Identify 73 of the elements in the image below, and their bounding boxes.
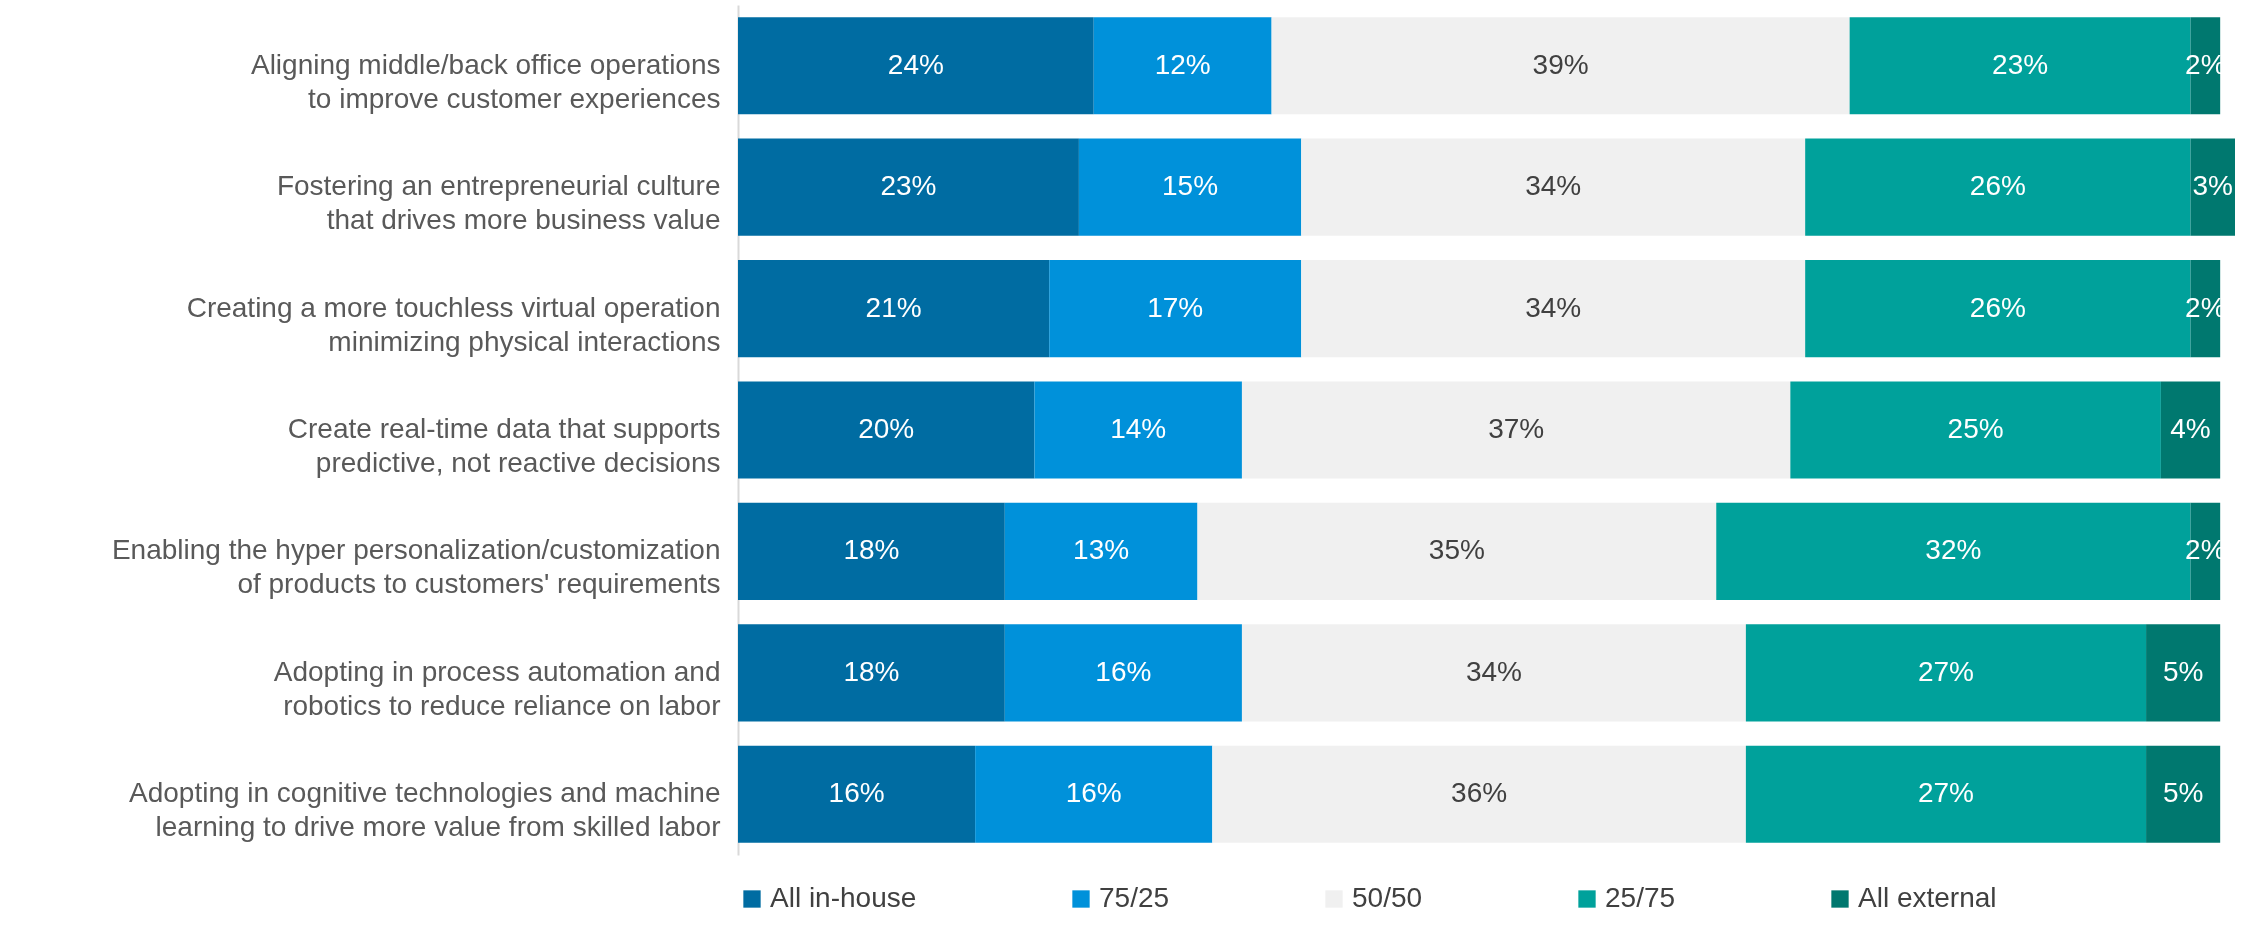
bar bbox=[738, 624, 1005, 722]
bar bbox=[1301, 138, 1806, 236]
bar bbox=[1241, 381, 1791, 479]
bar bbox=[1093, 17, 1272, 115]
data-label: 4% bbox=[2170, 413, 2211, 444]
data-label: 27% bbox=[1917, 777, 1974, 809]
bar bbox=[738, 502, 1005, 600]
y-tick-label: Aligning middle/back office operations to improve customer experiences bbox=[250, 48, 721, 114]
bar bbox=[1271, 17, 1850, 115]
bar bbox=[738, 17, 1094, 115]
data-label: 18% bbox=[843, 534, 900, 566]
data-label: 34% bbox=[1465, 655, 1522, 687]
bar bbox=[2160, 381, 2221, 479]
data-label: 23% bbox=[880, 170, 937, 202]
data-label: 14% bbox=[1110, 413, 1167, 444]
bar bbox=[738, 745, 976, 843]
y-tick-label: Enabling the hyper personalization/customization of products to customers' requirements bbox=[111, 534, 721, 600]
data-label: 15% bbox=[1162, 170, 1219, 202]
bar bbox=[1197, 502, 1717, 600]
data-label: 17% bbox=[1147, 291, 1204, 323]
data-label: 16% bbox=[828, 777, 885, 809]
data-label: 34% bbox=[1525, 170, 1582, 202]
legend-label: 25/75 bbox=[1605, 882, 1676, 913]
data-label: 13% bbox=[1073, 534, 1130, 566]
bar bbox=[1241, 624, 1746, 722]
data-label: 27% bbox=[1917, 655, 1974, 687]
data-label: 23% bbox=[1992, 48, 2049, 80]
bar bbox=[1790, 381, 2161, 479]
bar bbox=[738, 138, 1079, 236]
y-tick-label: Fostering an entrepreneurial culture that drives more business value bbox=[276, 170, 721, 236]
bar bbox=[1049, 260, 1302, 358]
bar bbox=[1004, 502, 1198, 600]
data-label: 25% bbox=[1947, 413, 2004, 444]
bar bbox=[2146, 624, 2221, 722]
bar bbox=[1805, 138, 2191, 236]
data-label: 20% bbox=[858, 413, 915, 444]
data-label: 5% bbox=[2162, 655, 2204, 687]
y-tick-label: Creating a more touchless virtual operation minimizing physical interactions bbox=[186, 291, 721, 357]
data-label: 37% bbox=[1488, 413, 1545, 444]
data-label: 16% bbox=[1095, 655, 1152, 687]
bar bbox=[738, 381, 1035, 479]
bar bbox=[1078, 138, 1302, 236]
data-label: 36% bbox=[1451, 777, 1508, 809]
data-label: 16% bbox=[1065, 777, 1122, 809]
bar bbox=[738, 260, 1050, 358]
data-label: 35% bbox=[1428, 534, 1485, 566]
bar bbox=[1034, 381, 1242, 479]
y-tick-label: Create real-time data that supports predictive, not reactive decisions bbox=[287, 413, 721, 478]
y-tick-label: Adopting in cognitive technologies and machine learning to drive more value from skilled labor bbox=[128, 777, 721, 843]
data-label: 5% bbox=[2162, 777, 2204, 809]
bar bbox=[975, 745, 1213, 843]
data-label: 26% bbox=[1969, 291, 2026, 323]
y-tick-label: Adopting in process automation and robotics to reduce reliance on labor bbox=[273, 655, 721, 721]
legend-label: 75/25 bbox=[1099, 882, 1170, 913]
data-label: 26% bbox=[1969, 170, 2026, 202]
legend-label: All external bbox=[1858, 882, 1997, 913]
data-label: 34% bbox=[1525, 291, 1582, 323]
data-label: 39% bbox=[1532, 48, 1589, 80]
bar bbox=[1745, 624, 2147, 722]
bar bbox=[2146, 745, 2221, 843]
data-label: 12% bbox=[1154, 48, 1211, 80]
data-label: 18% bbox=[843, 655, 900, 687]
bar bbox=[1301, 260, 1806, 358]
bar bbox=[1004, 624, 1242, 722]
data-label: 32% bbox=[1925, 534, 1982, 566]
data-label: 21% bbox=[865, 291, 922, 323]
bar bbox=[1745, 745, 2147, 843]
bar bbox=[2190, 138, 2235, 236]
legend-label: All in-house bbox=[770, 882, 917, 913]
data-label: 24% bbox=[887, 48, 944, 80]
legend-label: 50/50 bbox=[1352, 882, 1423, 913]
data-label: 3% bbox=[2192, 170, 2233, 202]
bar bbox=[1212, 745, 1746, 843]
